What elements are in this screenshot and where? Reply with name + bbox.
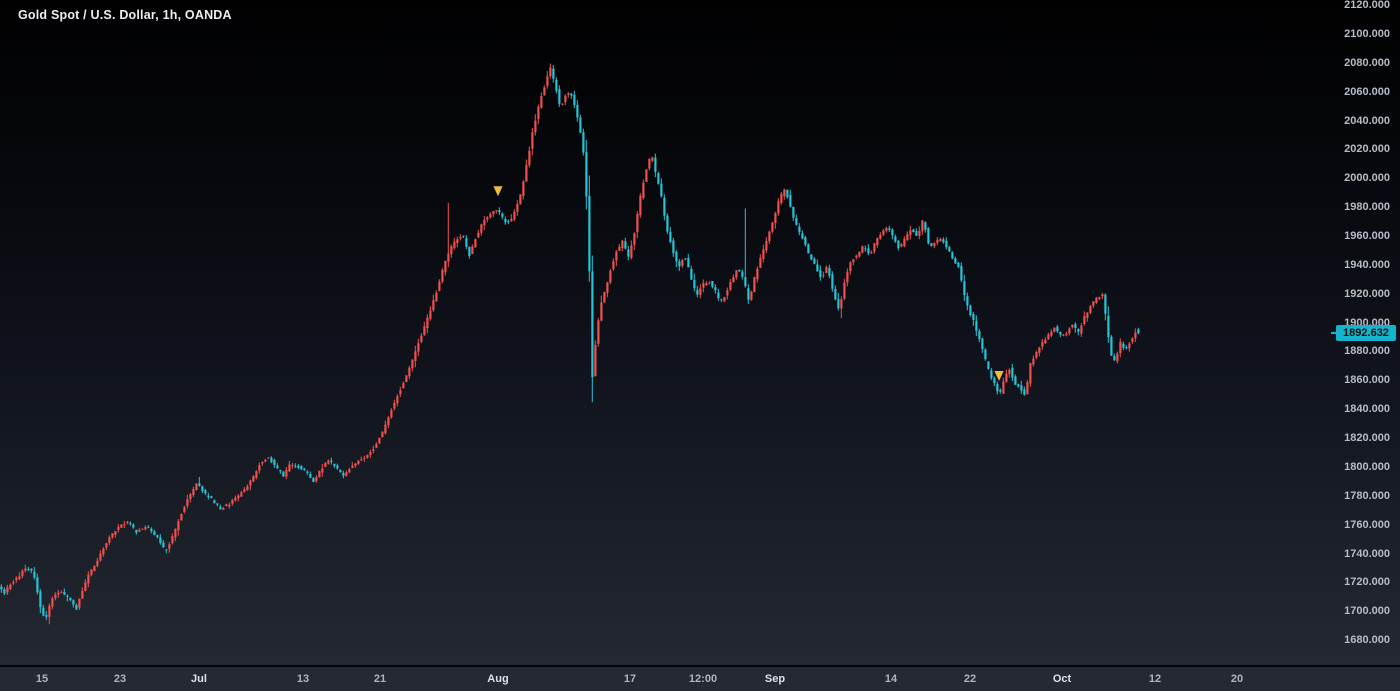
price-tick-label: 2060.000 xyxy=(1344,85,1390,98)
time-tick-label: 17 xyxy=(623,673,637,685)
time-tick-label: Sep xyxy=(764,673,786,685)
last-price-label: 1892.632 xyxy=(1331,325,1396,342)
price-tick-label: 2020.000 xyxy=(1344,143,1390,156)
price-tick-label: 1700.000 xyxy=(1344,605,1390,618)
price-tick-label: 1720.000 xyxy=(1344,576,1390,589)
price-tick-label: 1860.000 xyxy=(1344,374,1390,387)
candlestick-chart[interactable] xyxy=(0,0,1332,665)
time-tick-label: 15 xyxy=(35,673,49,685)
price-tick-label: 1740.000 xyxy=(1344,547,1390,560)
down-candle-bodies[interactable] xyxy=(0,68,1140,617)
time-tick-label: Aug xyxy=(487,673,509,685)
time-tick-label: 23 xyxy=(113,673,127,685)
price-tick-label: 1880.000 xyxy=(1344,345,1390,358)
symbol-title: Gold Spot / U.S. Dollar, 1h, OANDA xyxy=(18,8,232,22)
price-tick-label: 1780.000 xyxy=(1344,489,1390,502)
price-tick-label: 1840.000 xyxy=(1344,403,1390,416)
price-tick-label: 1680.000 xyxy=(1344,634,1390,647)
price-tick-label: 2100.000 xyxy=(1344,27,1390,40)
time-tick-label: 14 xyxy=(884,673,898,685)
price-tick-label: 1940.000 xyxy=(1344,258,1390,271)
price-tick-label: 2080.000 xyxy=(1344,56,1390,69)
sell-signal-marker-icon[interactable] xyxy=(994,371,1004,381)
price-tick-label: 1760.000 xyxy=(1344,518,1390,531)
last-price-tick-dash xyxy=(1331,332,1336,335)
price-tick-label: 1960.000 xyxy=(1344,230,1390,242)
time-tick-label: Oct xyxy=(1052,673,1072,685)
up-candle-wicks[interactable] xyxy=(6,63,1136,625)
price-tick-label: 1980.000 xyxy=(1344,201,1390,214)
price-axis[interactable]: 1892.632 1680.000 1700.000 1720.000 1740.00… xyxy=(1331,0,1400,665)
time-axis[interactable]: 15 23 Jul 13 21 Aug 17 12:00 Sep 14 22 Oct 12 20 xyxy=(0,665,1400,691)
price-tick-label: 2120.000 xyxy=(1344,0,1390,12)
price-tick-label: 2040.000 xyxy=(1344,114,1390,127)
up-candle-bodies[interactable] xyxy=(6,67,1137,617)
last-price-value: 1892.632 xyxy=(1343,327,1389,340)
time-tick-label: 21 xyxy=(373,673,387,685)
price-tick-label: 2000.000 xyxy=(1344,172,1390,185)
sell-signal-marker-icon[interactable] xyxy=(493,186,503,197)
price-tick-label: 1800.000 xyxy=(1344,460,1390,473)
time-tick-label: 12:00 xyxy=(688,673,718,685)
time-tick-label: 13 xyxy=(296,673,310,685)
time-tick-label: Jul xyxy=(191,673,207,685)
time-tick-label: 12 xyxy=(1148,673,1162,685)
price-tick-label: 1820.000 xyxy=(1344,432,1390,444)
time-tick-label: 20 xyxy=(1230,673,1244,685)
price-tick-label: 1920.000 xyxy=(1344,287,1390,300)
time-tick-label: 22 xyxy=(963,673,977,685)
